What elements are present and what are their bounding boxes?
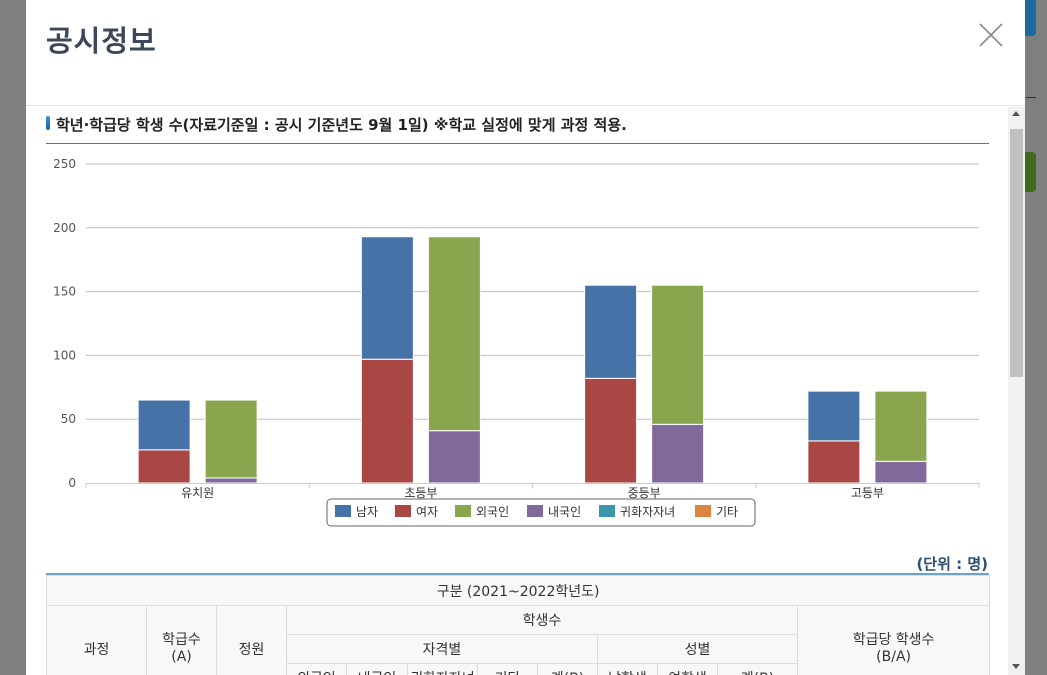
sub-header: 기타 <box>477 663 538 675</box>
section-heading: 학년·학급당 학생 수(자료기준일 : 공시 기준년도 9월 1일) ※학교 실… <box>46 114 989 144</box>
scrollbar[interactable] <box>1008 107 1025 675</box>
x-tick-label: 초등부 <box>404 486 437 500</box>
class-count-header: 학급수 (A) <box>146 605 217 675</box>
sub-header: 남학생 <box>597 663 658 675</box>
by-qualification-header: 자격별 <box>286 634 598 664</box>
modal-header: 공시정보 <box>26 0 1025 106</box>
table-caption-header: 구분 (2021~2022학년도) <box>45 575 991 606</box>
per-class-header-line: (B/A) <box>876 648 911 665</box>
legend-label: 내국인 <box>548 505 581 519</box>
y-tick-label: 200 <box>53 221 76 235</box>
x-tick-label: 중등부 <box>628 486 661 500</box>
bar-segment <box>427 236 481 432</box>
class-count-header-line: (A) <box>171 648 192 665</box>
legend-label: 귀화자자녀 <box>620 505 675 519</box>
bar-segment <box>137 399 191 451</box>
background-tab <box>1024 152 1036 192</box>
close-button[interactable] <box>976 20 1006 50</box>
y-tick-label: 150 <box>53 285 76 299</box>
student-count-header: 학생수 <box>286 605 798 635</box>
bar-segment <box>360 358 414 484</box>
scroll-thumb[interactable] <box>1010 129 1023 377</box>
legend-swatch <box>527 505 543 517</box>
background-tab <box>1024 0 1036 36</box>
background-divider <box>1026 97 1036 98</box>
bar-segment <box>807 390 861 442</box>
per-class-header-line: 학급당 학생수 <box>852 631 935 648</box>
modal-body[interactable]: 학년·학급당 학생 수(자료기준일 : 공시 기준년도 9월 1일) ※학교 실… <box>26 107 1025 675</box>
students-table: 구분 (2021~2022학년도) 과정 학급수 (A) 정원 학생수 학급당 학… <box>45 573 991 675</box>
x-tick-label: 고등부 <box>851 486 884 500</box>
legend-swatch <box>599 505 615 517</box>
legend-swatch <box>335 505 351 517</box>
legend-swatch <box>395 505 411 517</box>
bar-segment <box>584 284 638 379</box>
bar-segment <box>874 460 928 484</box>
legend-label: 외국인 <box>476 505 509 519</box>
legend-label: 남자 <box>356 505 378 519</box>
sub-header: 계(B) <box>537 663 598 675</box>
y-tick-label: 0 <box>68 476 76 490</box>
legend-swatch <box>455 505 471 517</box>
y-tick-label: 250 <box>53 157 76 171</box>
bar-segment <box>204 477 258 484</box>
sub-header: 내국인 <box>346 663 408 675</box>
student-chart: 250 200 150 100 50 0 유치원 초등부 중등부 고등부 남자 여자 외국인 내국인 귀… <box>53 157 980 527</box>
bar-segment <box>651 423 705 484</box>
bar-segment <box>360 236 414 360</box>
unit-label: (단위 : 명) <box>916 555 988 573</box>
bar-segment <box>204 399 258 479</box>
info-modal: 공시정보 학년·학급당 학생 수(자료기준일 : 공시 기준년도 9월 1일) … <box>26 0 1025 675</box>
capacity-header: 정원 <box>216 605 287 675</box>
modal-title: 공시정보 <box>46 24 157 58</box>
section-title: 학년·학급당 학생 수(자료기준일 : 공시 기준년도 9월 1일) ※학교 실… <box>56 116 627 134</box>
bar-segment <box>137 449 191 484</box>
sub-header: 외국인 <box>286 663 347 675</box>
close-icon[interactable] <box>976 20 1006 50</box>
bar-segment <box>874 390 928 462</box>
sub-header: 계(B) <box>717 663 798 675</box>
scroll-up-arrow-icon[interactable] <box>1012 111 1020 116</box>
by-gender-header: 성별 <box>597 634 798 664</box>
legend-label: 여자 <box>416 505 438 519</box>
y-tick-label: 50 <box>61 412 76 426</box>
bar-segment <box>427 430 481 484</box>
per-class-header: 학급당 학생수 (B/A) <box>796 605 991 675</box>
scroll-down-arrow-icon[interactable] <box>1012 664 1020 669</box>
y-tick-label: 100 <box>53 348 76 362</box>
sub-header: 귀화자자녀 <box>407 663 478 675</box>
bar-segment <box>807 440 861 484</box>
class-count-header-line: 학급수 <box>162 631 201 648</box>
x-tick-label: 유치원 <box>181 486 214 500</box>
legend-swatch <box>695 505 711 517</box>
bar-segment <box>584 377 638 484</box>
heading-bullet-icon <box>46 116 50 130</box>
sub-header: 여학생 <box>657 663 718 675</box>
legend-label: 기타 <box>716 505 738 519</box>
course-header: 과정 <box>46 605 147 675</box>
bar-segment <box>651 284 705 425</box>
